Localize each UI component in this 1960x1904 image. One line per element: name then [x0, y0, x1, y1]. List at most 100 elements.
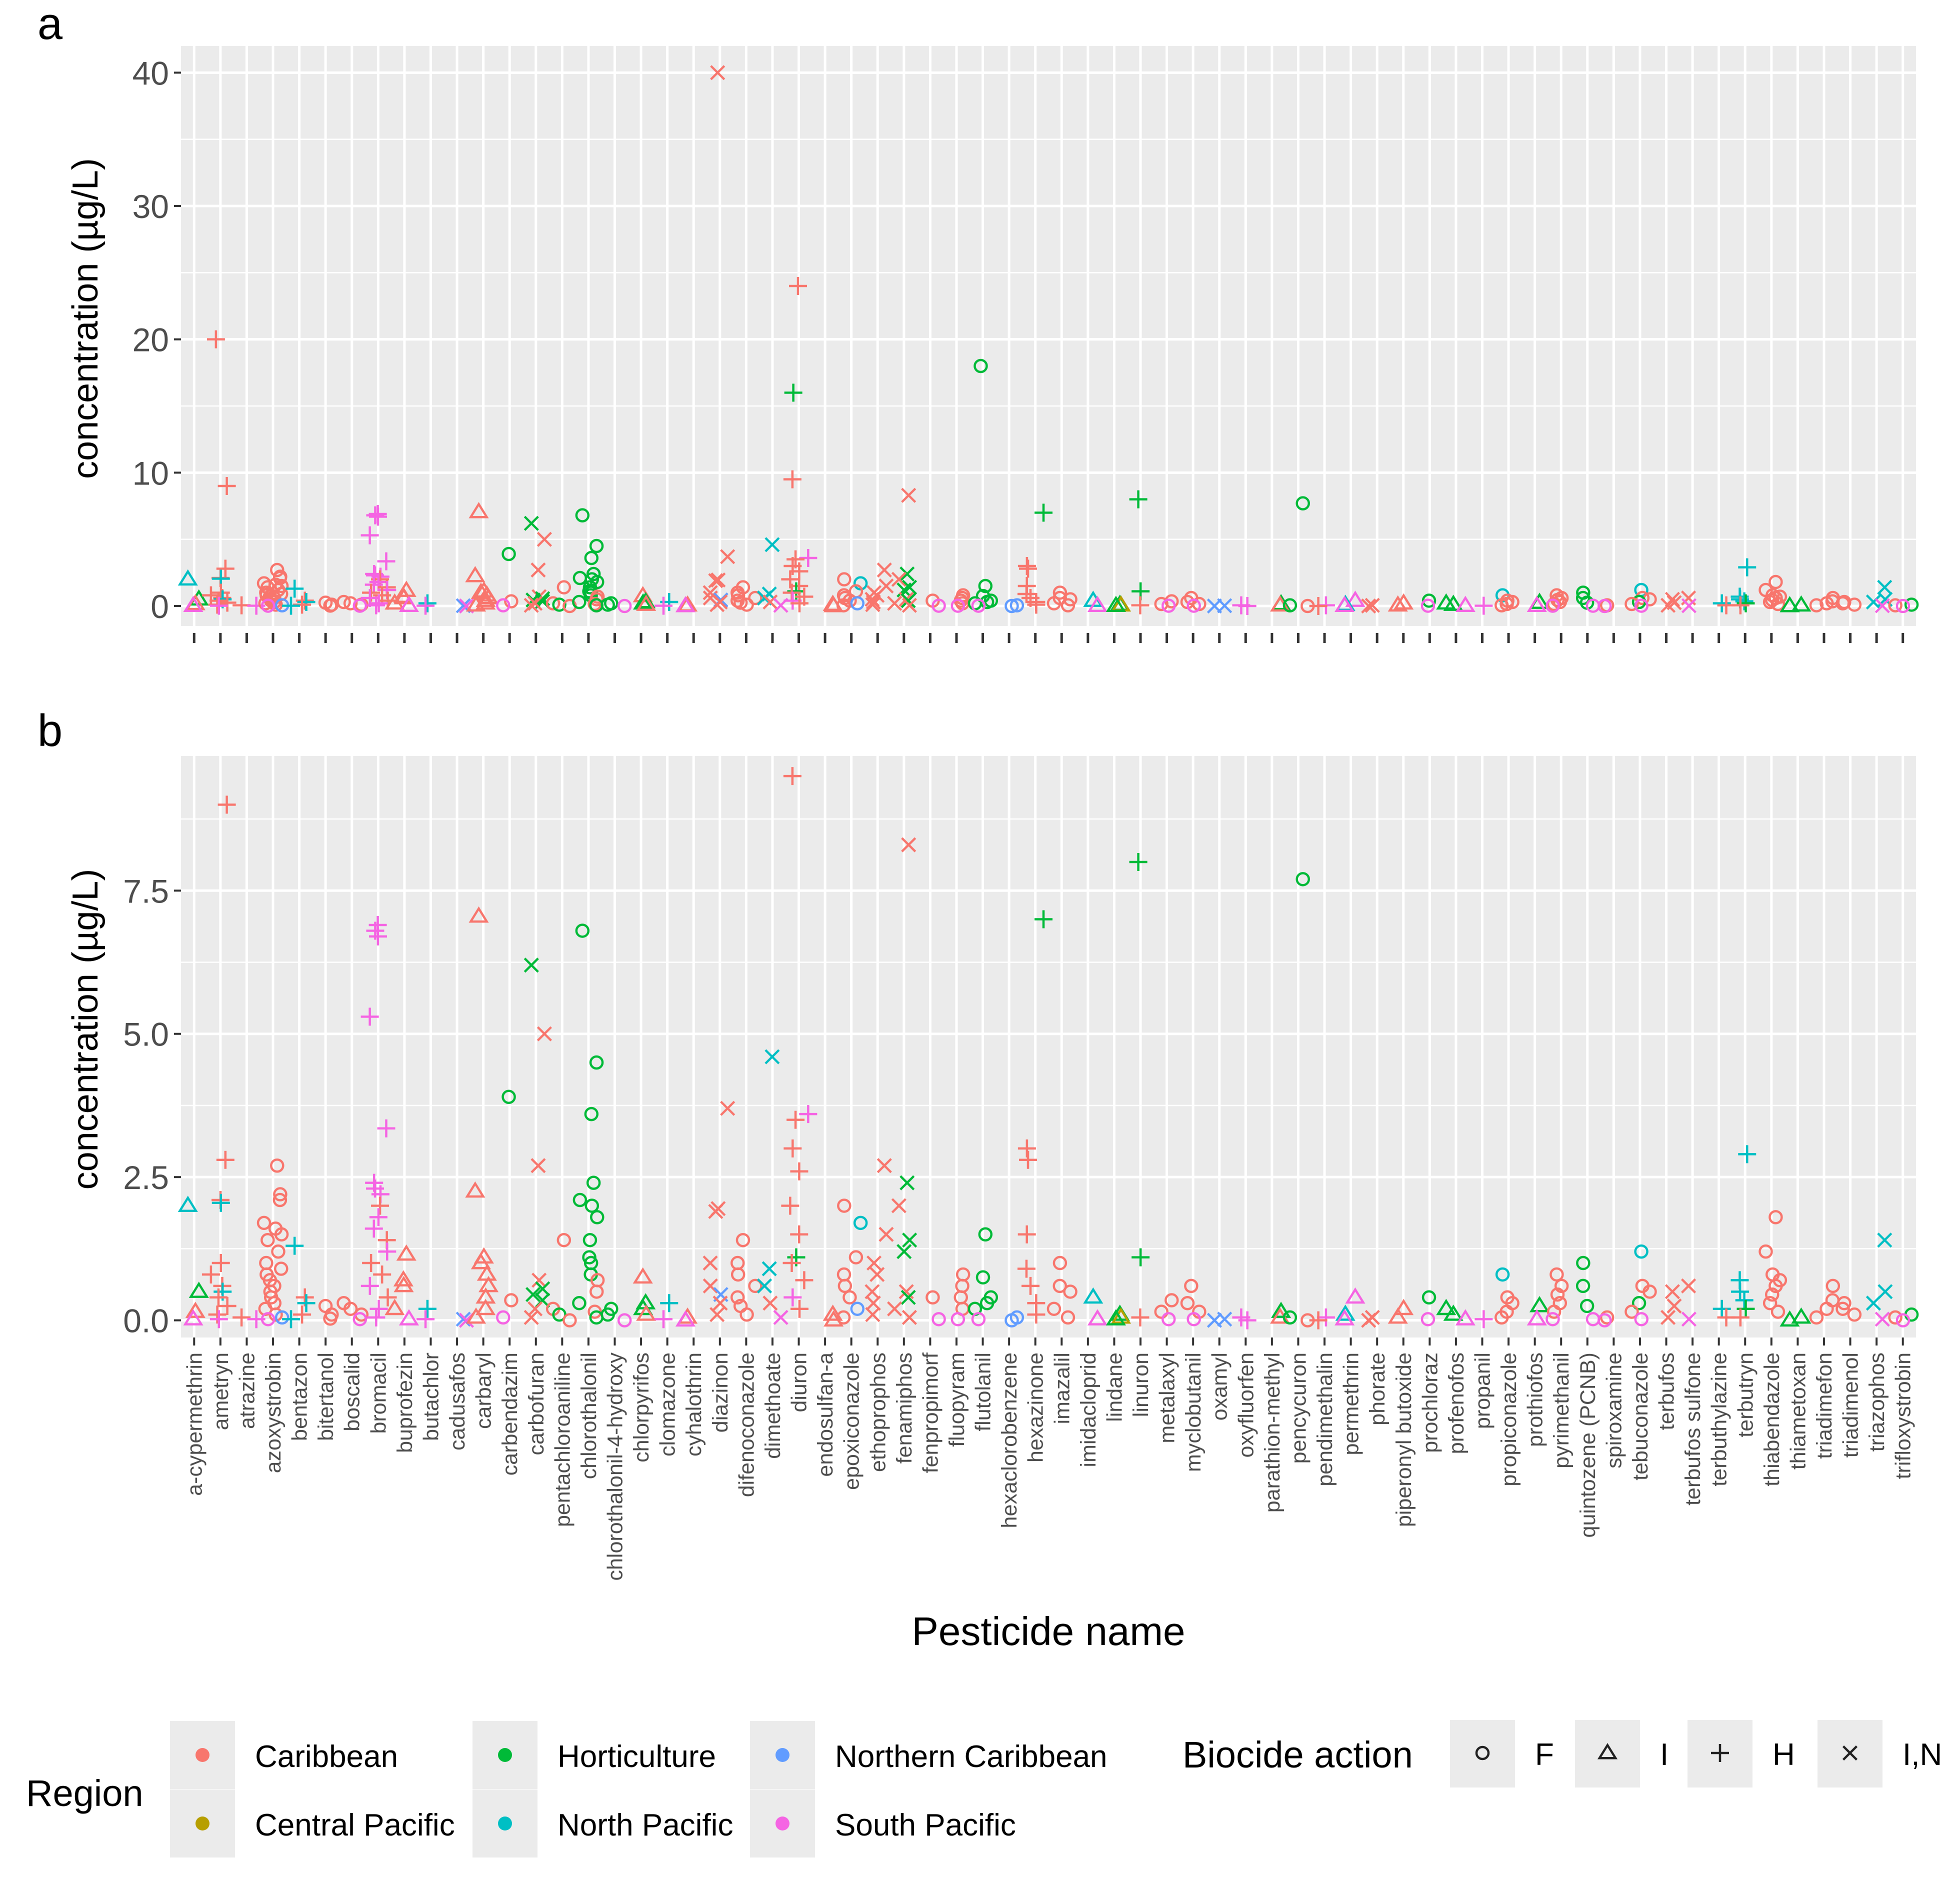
data-point [589, 1055, 604, 1070]
data-point [710, 1307, 725, 1322]
data-point [398, 1309, 420, 1326]
data-point [1635, 590, 1650, 606]
data-point [1282, 1310, 1298, 1325]
data-point [524, 516, 539, 531]
data-point [878, 1226, 894, 1242]
legend-action-title: Biocide action [1182, 1734, 1413, 1776]
data-point [1474, 1310, 1493, 1328]
data-point [848, 1250, 864, 1264]
y-tick-label: 7.5 [123, 872, 169, 910]
data-point [1809, 1310, 1824, 1325]
data-point [367, 1308, 386, 1326]
data-point [1060, 1310, 1076, 1325]
data-point [1388, 1307, 1408, 1324]
data-point [1495, 1267, 1510, 1282]
x-tick-label: spiroxamine [1602, 1352, 1626, 1468]
y-tick-label: 10 [132, 454, 169, 492]
data-point [524, 1310, 539, 1325]
x-tick-label: pentachloroaniline [550, 1352, 574, 1527]
legend-swatch [776, 1816, 790, 1830]
data-point [1768, 574, 1783, 590]
data-point [1309, 597, 1328, 615]
data-point [710, 597, 725, 612]
data-point [416, 596, 435, 615]
data-point [1632, 1296, 1646, 1310]
data-point [1526, 596, 1547, 612]
x-tick-label: piperonyl butoxide [1392, 1352, 1416, 1527]
data-point [617, 598, 632, 614]
data-point [866, 594, 881, 610]
data-point [712, 1296, 728, 1311]
x-tick-label: cadusafos [446, 1352, 470, 1450]
data-point [1034, 910, 1053, 928]
panel-a: a 0 10 20 30 40 concentration (µg/L) [38, 0, 1919, 643]
data-point [1420, 598, 1436, 613]
data-point [978, 578, 993, 594]
data-point [476, 1298, 496, 1316]
x-tick-label: triadimenol [1839, 1352, 1863, 1458]
x-tick-label: parathion-methyl [1260, 1352, 1284, 1512]
data-point [1680, 1278, 1696, 1294]
data-point [902, 1310, 917, 1325]
x-tick-label: carbaryl [472, 1352, 496, 1429]
data-point [1494, 1310, 1509, 1325]
data-point [950, 1312, 966, 1326]
y-tick-label: 0 [150, 588, 169, 625]
x-tick-label: imidacloprid [1076, 1352, 1100, 1467]
data-point [1888, 598, 1902, 612]
x-tick-label: diazinon [708, 1352, 732, 1432]
data-point [210, 1310, 228, 1328]
data-point [183, 1309, 204, 1326]
x-tick-label: permethrin [1340, 1352, 1364, 1456]
x-tick-label: chlorpyrifos [630, 1352, 654, 1462]
data-point [1129, 852, 1148, 871]
data-point [1052, 1256, 1068, 1270]
data-points [178, 65, 1919, 615]
data-point [1762, 1296, 1778, 1310]
data-point [784, 1288, 802, 1306]
data-point [720, 1100, 736, 1116]
data-point [202, 1265, 220, 1284]
legend-key [1575, 1720, 1640, 1788]
data-point [1546, 1304, 1562, 1319]
x-tick-label: hexazinone [1024, 1352, 1048, 1462]
data-point [902, 1232, 918, 1248]
data-point [795, 1271, 814, 1290]
data-point [582, 1232, 598, 1248]
legend-region-label: North Pacific [558, 1808, 733, 1842]
data-point [1106, 596, 1126, 612]
data-point [572, 1296, 586, 1310]
data-point [1131, 596, 1150, 614]
x-tick-label: chlorothalonil-4-hydroxy [604, 1352, 628, 1581]
data-point [784, 1139, 802, 1158]
x-tick-label: flutolanil [972, 1352, 996, 1432]
data-point [1634, 598, 1649, 613]
data-point [1550, 1287, 1565, 1302]
data-point [393, 1270, 414, 1286]
data-point [218, 796, 236, 814]
data-point [617, 1313, 632, 1328]
data-point [584, 1198, 600, 1213]
data-point [1624, 1304, 1639, 1319]
data-point [296, 592, 314, 610]
legend-swatch [498, 1748, 512, 1762]
data-point [866, 1296, 881, 1311]
data-point [1361, 598, 1376, 614]
y-axis-title: concentration (µg/L) [66, 869, 106, 1190]
x-tick-label: epoxiconazole [840, 1352, 864, 1490]
x-tick-label: oxyfluorfen [1234, 1352, 1258, 1458]
data-point [789, 277, 808, 295]
data-point [465, 566, 486, 582]
data-point [1296, 872, 1310, 886]
data-point [368, 927, 387, 946]
data-point [1731, 1282, 1750, 1301]
data-point [216, 560, 234, 578]
data-point [1455, 596, 1476, 612]
data-point [297, 1294, 316, 1312]
data-point [783, 470, 802, 488]
data-point [1180, 1296, 1195, 1310]
data-point [218, 1296, 236, 1315]
x-tick-label: hexaclorobenzene [998, 1352, 1022, 1528]
x-tick-label: propiconazole [1497, 1352, 1521, 1486]
data-point [364, 576, 383, 594]
